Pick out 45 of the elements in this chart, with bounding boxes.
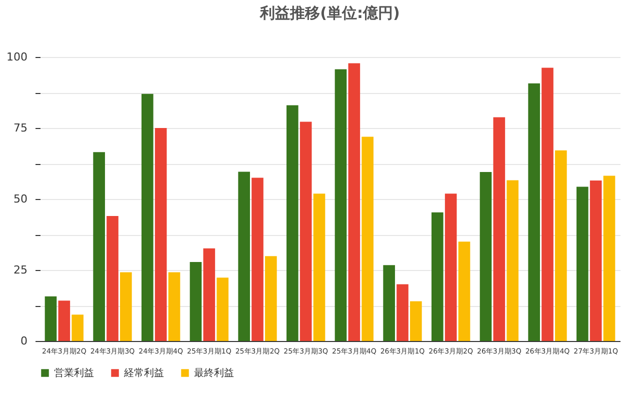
bar: [348, 63, 360, 341]
legend-label: 経常利益: [123, 367, 164, 379]
bar: [313, 194, 326, 341]
bar: [410, 301, 422, 341]
bar: [480, 172, 492, 341]
bar: [168, 272, 180, 341]
bar: [106, 216, 118, 341]
bar: [396, 284, 408, 341]
bar: [44, 296, 57, 341]
bar: [252, 178, 264, 341]
y-tick-label: 50: [14, 192, 28, 206]
bar: [216, 278, 228, 341]
bar: [265, 256, 277, 341]
bar: [432, 212, 444, 341]
bar: [238, 172, 250, 341]
bar: [493, 117, 506, 341]
bar: [154, 128, 167, 341]
bar: [334, 69, 347, 341]
bar: [190, 262, 202, 341]
bar: [362, 136, 374, 341]
bar: [506, 180, 518, 341]
bar: [555, 150, 567, 341]
bar: [203, 248, 216, 341]
bar: [542, 68, 554, 341]
bar: [576, 186, 588, 341]
chart-title: 利益推移(単位:億円): [259, 4, 400, 22]
bar: [458, 242, 470, 341]
bar: [528, 83, 540, 341]
legend-label: 最終利益: [194, 367, 234, 379]
bar: [58, 300, 70, 341]
bar: [72, 314, 84, 341]
y-tick-label: 25: [14, 264, 28, 276]
legend-label: 営業利益: [54, 367, 94, 379]
y-tick-label: 100: [6, 50, 28, 64]
y-tick-label: 75: [14, 122, 28, 134]
bar: [142, 94, 154, 341]
bar: [300, 122, 312, 341]
bar: [286, 105, 298, 341]
bar: [93, 152, 105, 341]
y-tick-label: 0: [20, 334, 28, 348]
bar: [590, 180, 602, 341]
bar: [444, 194, 457, 341]
bar: [120, 272, 132, 341]
bar: [383, 265, 395, 341]
bar: [603, 176, 616, 341]
